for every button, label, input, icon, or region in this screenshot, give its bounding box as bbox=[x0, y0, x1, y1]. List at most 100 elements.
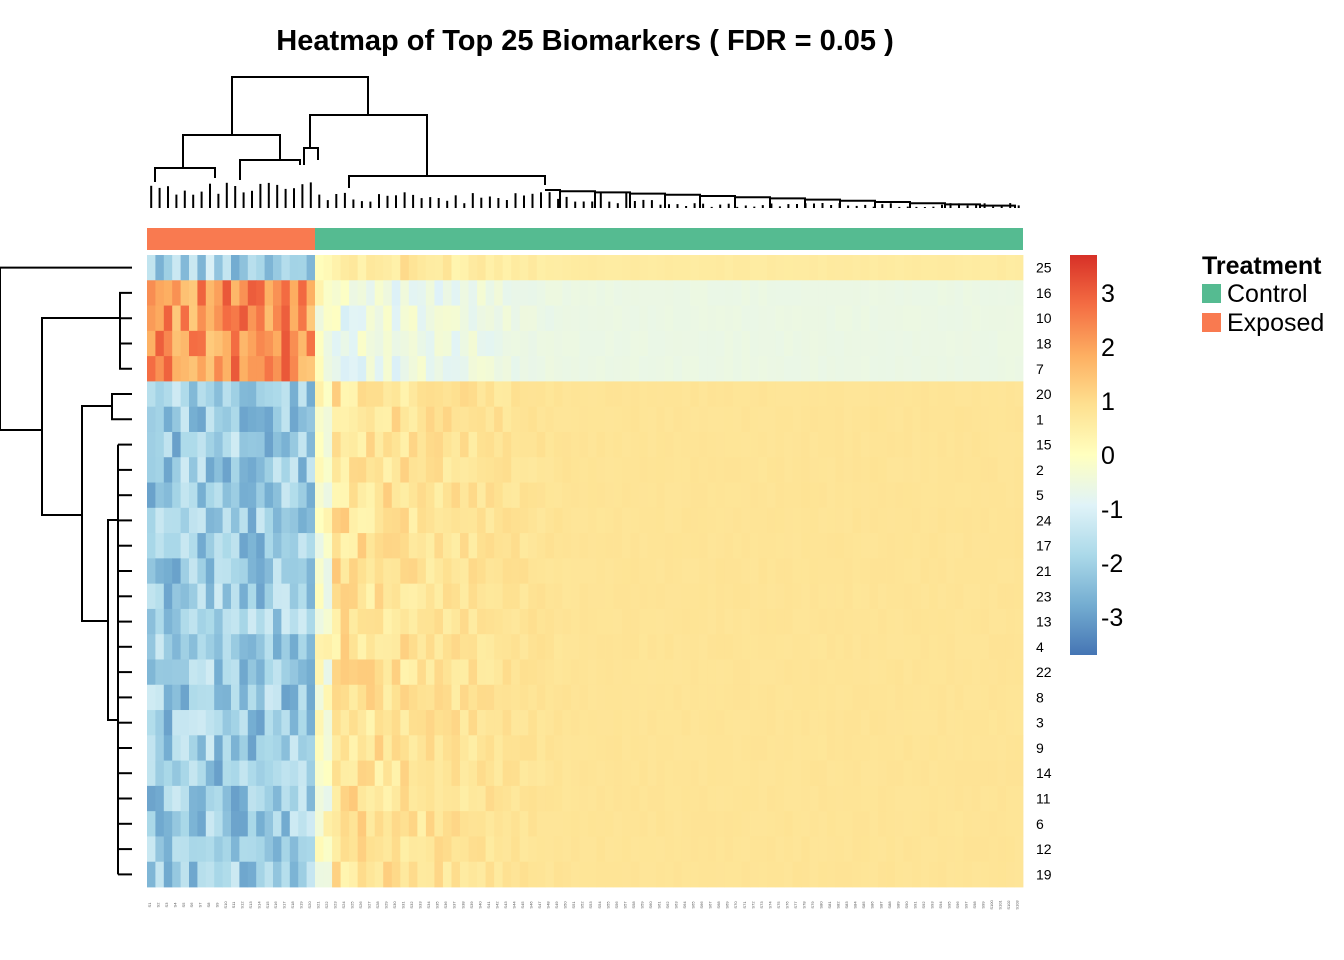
heatmap-cell bbox=[912, 457, 922, 483]
legend-item: Control bbox=[1227, 280, 1308, 308]
heatmap-cell bbox=[869, 558, 879, 585]
heatmap-cell bbox=[707, 659, 717, 686]
heatmap-cell bbox=[231, 330, 240, 357]
heatmap-cell bbox=[528, 558, 538, 585]
heatmap-cell bbox=[222, 861, 232, 888]
heatmap-cell bbox=[647, 533, 657, 559]
heatmap-cell bbox=[741, 482, 751, 509]
heatmap-cell bbox=[775, 482, 785, 509]
heatmap-cell bbox=[895, 785, 904, 812]
heatmap-cell bbox=[622, 659, 632, 686]
heatmap-cell bbox=[877, 861, 887, 888]
heatmap-cell bbox=[630, 533, 640, 559]
heatmap-cell bbox=[673, 634, 683, 660]
heatmap-cell bbox=[605, 507, 614, 534]
heatmap-cell bbox=[256, 760, 265, 787]
heatmap-cell bbox=[639, 735, 649, 761]
heatmap-cell bbox=[442, 634, 452, 660]
row-label: 6 bbox=[1036, 816, 1044, 832]
heatmap-cell bbox=[664, 507, 674, 534]
heatmap-cell bbox=[172, 684, 181, 711]
heatmap-cell bbox=[980, 760, 990, 787]
heatmap-cell bbox=[587, 659, 597, 686]
heatmap-cell bbox=[801, 861, 811, 888]
heatmap-cell bbox=[264, 608, 274, 635]
heatmap-cell bbox=[155, 659, 165, 686]
heatmap-cell bbox=[980, 735, 990, 761]
heatmap-cell bbox=[954, 507, 964, 534]
heatmap-cell bbox=[562, 659, 572, 686]
heatmap-cell bbox=[946, 710, 956, 736]
heatmap-cell bbox=[417, 381, 427, 408]
heatmap-cell bbox=[189, 330, 198, 357]
heatmap-cell bbox=[214, 533, 223, 559]
heatmap-cell bbox=[579, 659, 589, 686]
heatmap-cell bbox=[775, 684, 785, 711]
heatmap-cell bbox=[545, 381, 555, 408]
heatmap-cell bbox=[707, 608, 717, 635]
heatmap-cell bbox=[349, 836, 359, 863]
heatmap-cell bbox=[895, 634, 904, 660]
heatmap-cell bbox=[988, 558, 998, 585]
heatmap-cell bbox=[673, 381, 683, 408]
heatmap-cell bbox=[163, 583, 173, 610]
heatmap-cell bbox=[622, 583, 632, 610]
column-label: S23 bbox=[332, 901, 337, 909]
heatmap-cell bbox=[494, 735, 504, 761]
heatmap-cell bbox=[460, 356, 469, 382]
heatmap-cell bbox=[494, 634, 504, 660]
column-label: S63 bbox=[674, 901, 679, 909]
heatmap-cell bbox=[664, 760, 674, 787]
heatmap-cell bbox=[596, 608, 606, 635]
heatmap-cell bbox=[528, 710, 538, 736]
heatmap-cell bbox=[511, 659, 521, 686]
heatmap-cell bbox=[477, 760, 486, 787]
heatmap-cell bbox=[818, 811, 828, 837]
heatmap-cell bbox=[826, 406, 836, 433]
heatmap-cell bbox=[417, 406, 427, 433]
heatmap-cell bbox=[264, 558, 274, 585]
column-label: S59 bbox=[639, 901, 644, 909]
heatmap-cell bbox=[758, 785, 768, 812]
heatmap-cell bbox=[468, 406, 478, 433]
heatmap-cell bbox=[605, 608, 614, 635]
heatmap-cell bbox=[792, 634, 802, 660]
heatmap-cell bbox=[180, 760, 190, 787]
heatmap-cell bbox=[801, 406, 811, 433]
heatmap-cell bbox=[886, 760, 896, 787]
heatmap-cell bbox=[980, 457, 990, 483]
heatmap-cell bbox=[835, 330, 845, 357]
heatmap-cell bbox=[613, 406, 623, 433]
heatmap-cell bbox=[247, 431, 257, 458]
heatmap-cell bbox=[929, 280, 939, 306]
heatmap-cell bbox=[163, 482, 173, 509]
heatmap-cell bbox=[545, 836, 555, 863]
heatmap-cell bbox=[306, 330, 316, 357]
heatmap-cell bbox=[724, 533, 734, 559]
heatmap-cell bbox=[340, 836, 350, 863]
heatmap-cell bbox=[147, 760, 156, 787]
heatmap-cell bbox=[809, 280, 819, 306]
heatmap-cell bbox=[596, 684, 606, 711]
heatmap-cell bbox=[434, 431, 444, 458]
heatmap-cell bbox=[596, 659, 606, 686]
heatmap-cell bbox=[579, 811, 589, 837]
heatmap-cell bbox=[256, 583, 265, 610]
heatmap-cell bbox=[826, 381, 836, 408]
heatmap-cell bbox=[502, 836, 512, 863]
heatmap-cell bbox=[536, 255, 546, 281]
heatmap-cell bbox=[843, 608, 853, 635]
heatmap-cell bbox=[264, 255, 274, 281]
heatmap-cell bbox=[289, 735, 299, 761]
heatmap-cell bbox=[647, 608, 657, 635]
heatmap-cell bbox=[289, 760, 299, 787]
heatmap-cell bbox=[852, 482, 862, 509]
heatmap-cell bbox=[536, 659, 546, 686]
heatmap-cell bbox=[835, 406, 845, 433]
heatmap-cell bbox=[155, 760, 165, 787]
heatmap-cell bbox=[315, 659, 324, 686]
legend-item: Exposed bbox=[1227, 309, 1324, 337]
heatmap-cell bbox=[656, 735, 666, 761]
heatmap-cell bbox=[485, 785, 495, 812]
